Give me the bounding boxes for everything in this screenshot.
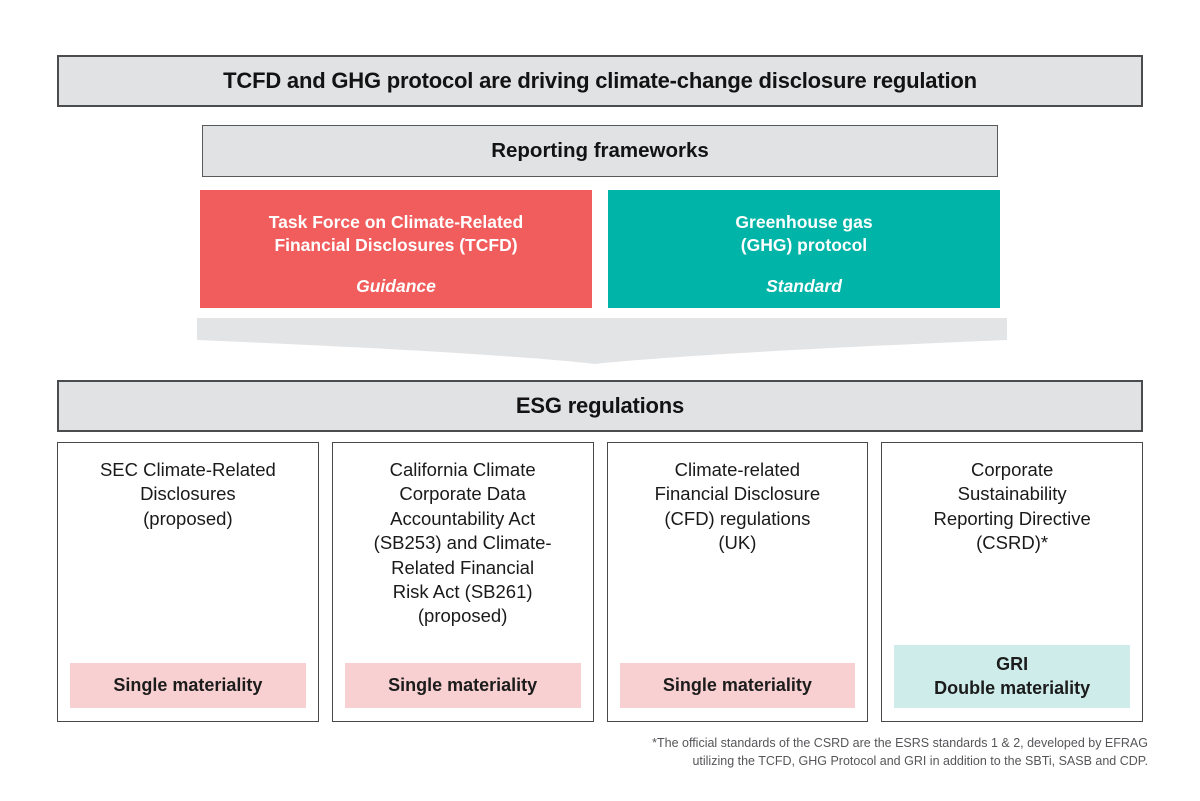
regulation-card-csrd: Corporate Sustainability Reporting Direc…	[881, 442, 1143, 722]
regulation-csrd-name: Corporate Sustainability Reporting Direc…	[933, 459, 1091, 554]
csrd-footnote: *The official standards of the CSRD are …	[652, 736, 1148, 769]
framework-card-tcfd: Task Force on Climate-Related Financial …	[200, 190, 592, 308]
regulation-card-sec: SEC Climate-Related Disclosures (propose…	[57, 442, 319, 722]
main-title-bar: TCFD and GHG protocol are driving climat…	[57, 55, 1143, 107]
regulation-uk-cfd-name: Climate-related Financial Disclosure (CF…	[654, 459, 821, 554]
frameworks-row: Task Force on Climate-Related Financial …	[200, 190, 1000, 308]
framework-tcfd-type: Guidance	[356, 276, 436, 297]
regulation-sec-materiality-badge: Single materiality	[70, 663, 306, 708]
main-title: TCFD and GHG protocol are driving climat…	[223, 68, 977, 93]
regulations-row: SEC Climate-Related Disclosures (propose…	[57, 442, 1143, 722]
regulation-california-name: California Climate Corporate Data Accoun…	[373, 459, 552, 627]
regulation-csrd-materiality-badge: GRI Double materiality	[894, 645, 1130, 708]
framework-card-ghg: Greenhouse gas (GHG) protocol Standard	[608, 190, 1000, 308]
regulation-sec-name: SEC Climate-Related Disclosures (propose…	[99, 459, 276, 529]
framework-tcfd-name: Task Force on Climate-Related Financial …	[268, 212, 524, 256]
regulation-california-materiality-badge: Single materiality	[344, 663, 581, 708]
framework-ghg-name: Greenhouse gas (GHG) protocol	[735, 212, 873, 256]
reporting-frameworks-header: Reporting frameworks	[202, 125, 998, 177]
regulation-card-uk-cfd: Climate-related Financial Disclosure (CF…	[606, 442, 869, 722]
funnel-arrow-down-icon	[197, 318, 1007, 364]
esg-regulations-label: ESG regulations	[515, 393, 685, 418]
reporting-frameworks-label: Reporting frameworks	[491, 139, 709, 162]
framework-ghg-type: Standard	[766, 276, 842, 297]
esg-regulations-bar: ESG regulations	[57, 380, 1143, 432]
regulation-uk-cfd-materiality-badge: Single materiality	[619, 663, 856, 708]
regulation-card-california: California Climate Corporate Data Accoun…	[331, 442, 594, 722]
